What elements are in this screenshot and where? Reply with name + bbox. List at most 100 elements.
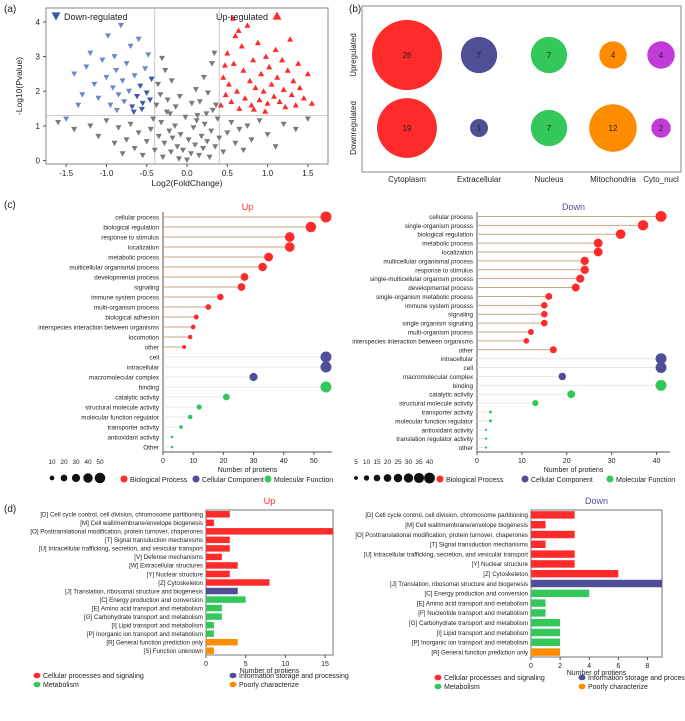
go_up-category-label-4: metabolic process	[108, 255, 159, 262]
cog_up-xtick-label-0: 0	[204, 661, 208, 668]
go_down-category-label-25: translation regulator activity	[396, 436, 473, 443]
go_down-dot-13	[527, 329, 534, 335]
go_down-category-label-22: transporter activity	[422, 410, 474, 417]
go_up-category-label-21: transporter activity	[108, 425, 160, 432]
cog_down-bar-5	[531, 560, 575, 568]
go_down-size-legend-label-0: 5	[354, 459, 358, 466]
cog_up-bar-14	[206, 630, 214, 637]
volcano-point-up-regulated-29	[276, 98, 283, 104]
go_down-size-legend-label-6: 35	[415, 459, 423, 466]
go_up-category-label-23: Other	[143, 445, 159, 452]
volcano-point-up-regulated-45	[221, 62, 228, 68]
volcano-point-not-significant-80	[194, 113, 201, 119]
go_down-dot-2	[615, 229, 626, 240]
volcano-point-not-significant-18	[155, 133, 162, 140]
volcano-point-not-significant-8	[123, 137, 130, 143]
go_up-dot-19	[196, 404, 202, 410]
go_up-category-label-16: macromolecular complex	[89, 375, 160, 382]
go_down-category-label-7: single-multicellular organism process	[370, 276, 473, 283]
go_down-category-label-1: single-organism process	[405, 223, 473, 230]
volcano-point-up-regulated-20	[258, 70, 265, 77]
cog_down-category-label-6: [Z] Cytoskeleton	[483, 571, 528, 578]
cog_up-bar-2	[206, 528, 333, 535]
bubble-value-1-3: 12	[609, 124, 618, 133]
volcano-point-up-regulated-46	[250, 106, 257, 112]
go_down-category-label-6: response to stimulus	[415, 267, 473, 274]
go_down-category-label-9: single-organism metabolic process	[376, 294, 473, 301]
volcano-point-down-regulated-19	[125, 88, 132, 95]
go_down-category-label-11: signaling	[448, 312, 473, 319]
volcano-point-down-regulated-5	[91, 81, 98, 88]
go_up-dot-20	[187, 414, 193, 420]
go_down-category-label-20: catalytic activity	[429, 392, 474, 399]
cog_down-category-label-11: [G] Carbohydrate transport and metabolis…	[409, 620, 528, 627]
volcano-point-up-regulated-7	[232, 32, 239, 39]
go_down-category-label-23: molecular function regulator	[395, 418, 473, 425]
cog_up-group-legend-label-3: Poorly characterize	[239, 682, 299, 689]
cog_down-bar-1	[531, 520, 546, 529]
volcano-point-up-regulated-1	[220, 74, 227, 80]
go_up-dot-23	[170, 445, 174, 449]
volcano-point-down-regulated-11	[109, 85, 116, 91]
cog_down-group-legend-label-2: Metabolism	[444, 684, 480, 691]
go_up-category-label-7: signaling	[134, 285, 159, 292]
cog_down-xlabel: Number of protiens	[567, 670, 627, 677]
volcano-point-up-regulated-13	[244, 22, 251, 28]
volcano-point-not-significant-22	[163, 109, 170, 115]
cog_up-category-label-13: [I] Lipid transport and metabolism	[112, 622, 203, 629]
volcano-point-down-regulated-14	[115, 92, 122, 98]
go_up-category-label-14: cell	[150, 355, 159, 362]
go_up-category-label-8: immune system process	[91, 295, 159, 302]
volcano-point-not-significant-54	[240, 147, 247, 154]
go_up-title: Up	[242, 202, 254, 212]
go_down-dot-3	[593, 238, 603, 248]
volcano-point-not-significant-47	[214, 116, 221, 122]
go_up-size-legend-label-0: 10	[48, 459, 56, 466]
cog_down-group-legend-label-1: Information storage and processing	[588, 675, 685, 682]
bubble-row-label-0: Upregulated	[349, 33, 358, 77]
bubble-value-0-2: 7	[547, 51, 552, 60]
go_up-category-label-10: biological adhesion	[105, 315, 159, 322]
volcano-point-down-regulated-34	[130, 109, 137, 115]
cog_up-xlabel: Number of protiens	[240, 668, 300, 675]
volcano-point-not-significant-51	[228, 120, 235, 126]
go_up-dot-5	[258, 262, 267, 272]
go_up-dot-15	[320, 361, 332, 373]
cog_up-bar-5	[206, 553, 222, 561]
cog_down-category-label-4: [U] Intracellular trafficking, secretion…	[364, 551, 529, 558]
volcano-point-not-significant-15	[150, 116, 157, 122]
volcano-ytick-label-3: 3	[36, 53, 41, 62]
volcano-point-up-regulated-3	[224, 50, 231, 56]
go_down-dot-17	[655, 362, 667, 374]
volcano-point-up-regulated-0	[217, 102, 224, 108]
volcano-point-not-significant-28	[175, 156, 182, 162]
volcano-point-down-regulated-13	[113, 68, 120, 74]
go_down-dot-0	[655, 210, 667, 222]
volcano-point-not-significant-33	[185, 137, 192, 143]
go_down-size-legend-label-2: 15	[373, 459, 381, 466]
volcano-point-up-regulated-16	[250, 57, 257, 63]
go_up-group-legend-dot-1	[192, 475, 200, 483]
cog_down-bar-11	[531, 618, 561, 627]
volcano-point-not-significant-50	[224, 130, 231, 136]
cog_up-category-label-11: [E] Amino acid transport and metabolism	[92, 605, 203, 612]
bubble-value-1-1: 1	[477, 124, 482, 133]
go_down-dot-8	[571, 283, 580, 292]
go_up-dot-3	[284, 242, 295, 252]
cog_down-xtick-label-3: 6	[616, 663, 620, 670]
cog_up-bar-9	[206, 587, 238, 595]
bubble-downregulated-cytoplasm	[377, 98, 437, 158]
volcano-point-down-regulated-10	[107, 102, 114, 109]
cog_down-group-legend-dot-2	[434, 683, 442, 690]
cog_down-category-label-3: [T] Signal transduction mechanisms	[430, 542, 528, 549]
cog_down-bar-2	[531, 530, 575, 539]
volcano-point-not-significant-52	[232, 140, 239, 147]
go_up-xtick-label-1: 10	[189, 458, 197, 465]
volcano-point-not-significant-57	[256, 118, 263, 124]
bubble-downregulated-nucleus	[530, 109, 568, 147]
volcano-point-not-significant-1	[71, 126, 78, 133]
volcano-point-up-regulated-2	[222, 91, 229, 98]
cog_down-group-legend-dot-1	[578, 674, 586, 681]
go_down-title: Down	[562, 202, 585, 212]
go_down-dot-14	[523, 338, 530, 344]
